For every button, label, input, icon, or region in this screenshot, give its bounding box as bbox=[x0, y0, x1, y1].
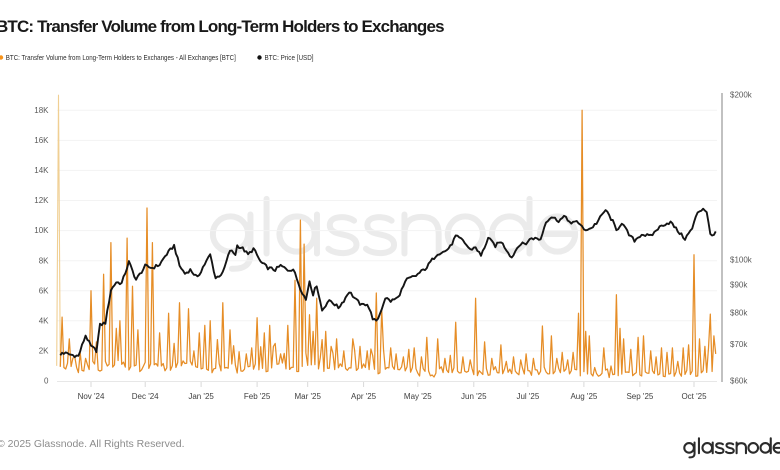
svg-text:Jun '25: Jun '25 bbox=[461, 392, 487, 401]
svg-text:Oct '25: Oct '25 bbox=[681, 392, 707, 401]
svg-text:Apr '25: Apr '25 bbox=[351, 392, 377, 401]
svg-text:BTC: Transfer Volume from Long: BTC: Transfer Volume from Long-Term Hold… bbox=[6, 53, 236, 62]
svg-text:16K: 16K bbox=[34, 136, 49, 145]
svg-text:14K: 14K bbox=[34, 166, 49, 175]
svg-text:$200k: $200k bbox=[730, 91, 753, 100]
svg-text:Jul '25: Jul '25 bbox=[516, 392, 539, 401]
svg-text:May '25: May '25 bbox=[404, 392, 432, 401]
svg-text:Jan '25: Jan '25 bbox=[188, 392, 214, 401]
svg-text:$60k: $60k bbox=[730, 377, 748, 386]
svg-text:12K: 12K bbox=[34, 196, 49, 205]
svg-text:18K: 18K bbox=[34, 106, 49, 115]
svg-text:BTC: Price [USD]: BTC: Price [USD] bbox=[265, 53, 314, 62]
svg-text:8K: 8K bbox=[39, 256, 49, 265]
svg-text:$80k: $80k bbox=[730, 308, 748, 317]
svg-text:0: 0 bbox=[44, 377, 49, 386]
svg-text:4K: 4K bbox=[39, 316, 49, 325]
svg-text:$90k: $90k bbox=[730, 280, 748, 289]
svg-text:Aug '25: Aug '25 bbox=[570, 392, 597, 401]
svg-text:$70k: $70k bbox=[730, 340, 748, 349]
svg-text:$100k: $100k bbox=[730, 255, 753, 264]
svg-text:10K: 10K bbox=[34, 226, 49, 235]
svg-text:Mar '25: Mar '25 bbox=[294, 392, 321, 401]
svg-text:Sep '25: Sep '25 bbox=[626, 392, 653, 401]
svg-text:Feb '25: Feb '25 bbox=[244, 392, 271, 401]
svg-text:6K: 6K bbox=[39, 286, 49, 295]
svg-text:Dec '24: Dec '24 bbox=[132, 392, 159, 401]
svg-text:2K: 2K bbox=[39, 347, 49, 356]
svg-text:Nov '24: Nov '24 bbox=[78, 392, 105, 401]
